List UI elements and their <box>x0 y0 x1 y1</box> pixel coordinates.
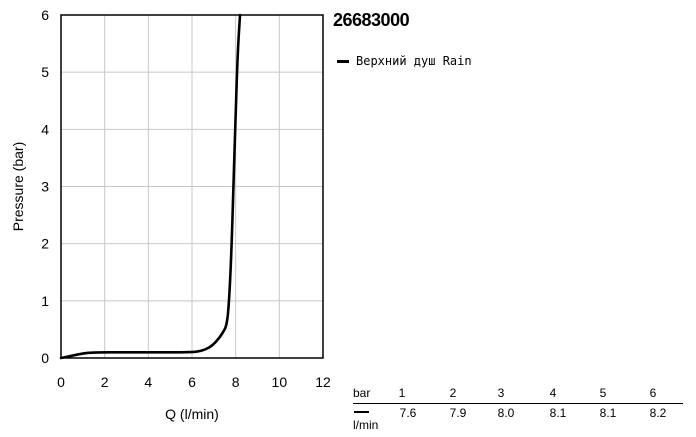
x-tick-label: 10 <box>272 374 288 390</box>
pressure-cell: 1 <box>398 386 406 400</box>
series-layer <box>59 13 242 360</box>
flow-cell: 8.0 <box>497 406 515 420</box>
x-tick-label: 8 <box>232 374 240 390</box>
plot-area-frame <box>60 14 324 359</box>
flow-cell: 8.1 <box>549 406 567 420</box>
x-tick-label: 6 <box>188 374 196 390</box>
y-axis-ticks: 0 1 2 3 4 5 6 <box>41 7 49 366</box>
pressure-cell: 6 <box>649 386 657 400</box>
x-tick-label: 2 <box>101 374 109 390</box>
y-tick-label: 4 <box>41 121 49 137</box>
y-tick-label: 0 <box>41 350 49 366</box>
x-axis-ticks: 0 2 4 6 8 10 12 <box>57 374 331 390</box>
flow-table-divider <box>353 403 683 404</box>
x-tick-label: 0 <box>57 374 65 390</box>
pressure-cell: 5 <box>599 386 607 400</box>
pressure-cell: 4 <box>549 386 557 400</box>
flow-cell: 8.1 <box>599 406 617 420</box>
y-axis-title: Pressure (bar) <box>10 142 26 231</box>
flow-cell: 7.9 <box>449 406 467 420</box>
legend-swatch <box>337 59 349 63</box>
y-tick-label: 6 <box>41 7 49 23</box>
x-axis-title: Q (l/min) <box>165 406 219 422</box>
legend-label: Верхний душ Rain <box>356 54 472 68</box>
chart-grid <box>60 14 324 359</box>
legend: Верхний душ Rain <box>337 54 472 68</box>
pressure-unit-label: bar <box>353 386 371 400</box>
chart-title: 26683000 <box>333 10 410 30</box>
y-tick-label: 2 <box>41 236 49 252</box>
pressure-cell: 3 <box>497 386 505 400</box>
x-tick-label: 12 <box>315 374 331 390</box>
y-tick-label: 5 <box>41 64 49 80</box>
y-tick-label: 3 <box>41 179 49 195</box>
flow-cell: 7.6 <box>399 406 417 420</box>
pressure-cell: 2 <box>449 386 457 400</box>
y-tick-label: 1 <box>41 293 49 309</box>
x-tick-label: 4 <box>144 374 152 390</box>
flow-unit-label: l/min <box>353 418 379 432</box>
flow-line-swatch <box>354 411 369 413</box>
flow-cell: 8.2 <box>649 406 667 420</box>
series-line <box>59 13 242 360</box>
